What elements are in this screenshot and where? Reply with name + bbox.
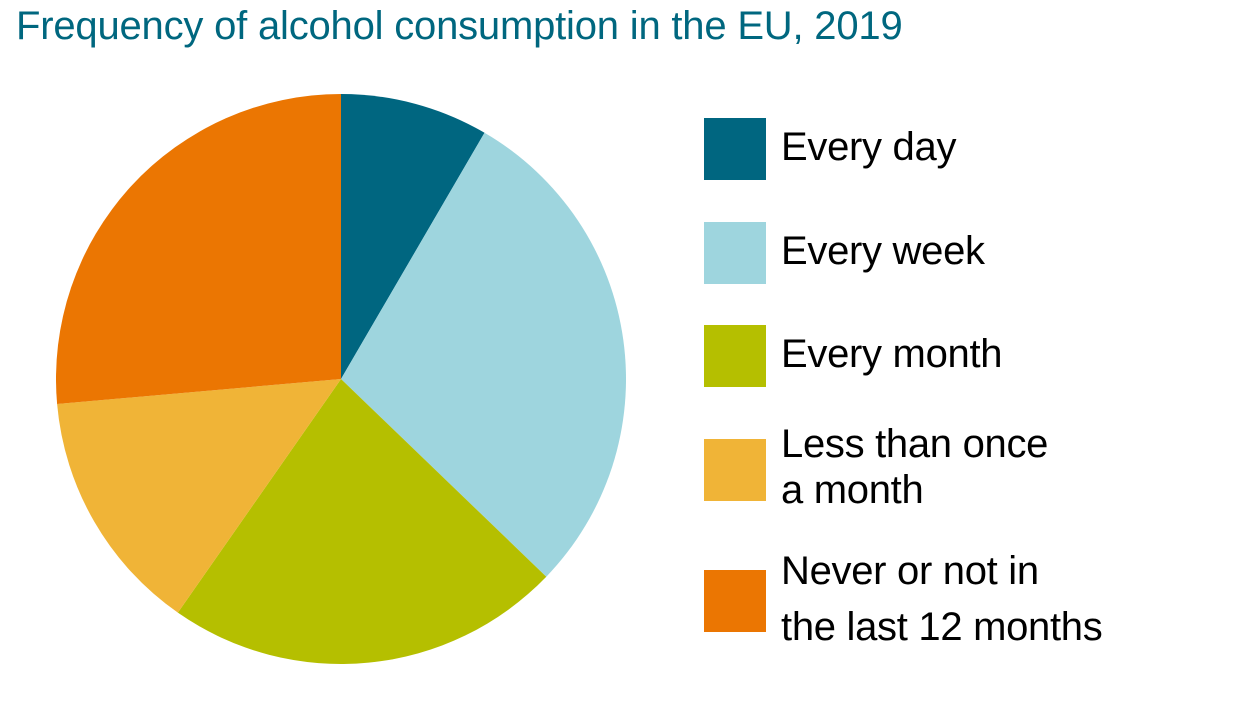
pie-slice-every-day <box>341 94 485 379</box>
pie-slice-never-or-not-in-the-last-12-months <box>55 94 341 405</box>
pie-slice-every-week <box>341 132 626 577</box>
legend-label: Every week <box>781 229 985 273</box>
chart-title: Frequency of alcohol consumption in the … <box>16 4 903 48</box>
legend-label: Never or not in <box>781 549 1039 593</box>
legend-label-line2: the last 12 months <box>781 605 1103 649</box>
legend-label: Every month <box>781 332 1003 376</box>
legend-label: Less than once <box>781 422 1049 466</box>
legend-swatch <box>704 325 766 387</box>
legend-swatch <box>704 222 766 284</box>
legend-label-line2: a month <box>781 468 924 512</box>
pie-chart <box>55 94 626 665</box>
legend-label: Every day <box>781 125 957 169</box>
legend-swatch <box>704 570 766 632</box>
pie-slice-less-than-once-a-month <box>57 379 341 613</box>
pie-slice-every-month <box>177 379 547 665</box>
legend-swatch <box>704 439 766 501</box>
legend-swatch <box>704 118 766 180</box>
